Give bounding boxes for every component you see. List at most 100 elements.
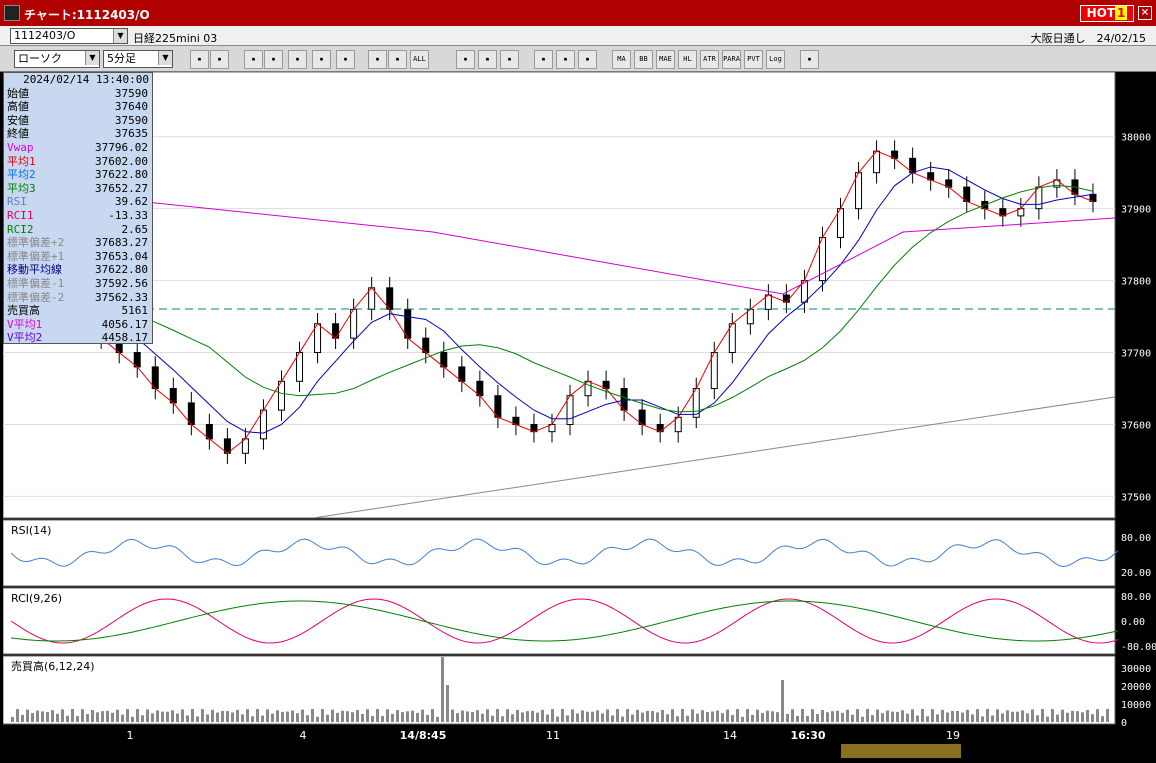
candle-body <box>837 208 845 238</box>
price-tick-label: 37700 <box>1121 349 1151 360</box>
volume-bar <box>861 716 864 722</box>
volume-bar <box>841 712 844 722</box>
volume-bar <box>446 685 449 722</box>
volume-bar <box>306 715 309 722</box>
volume-bar <box>771 711 774 722</box>
next-icon[interactable]: ▪ <box>388 50 407 69</box>
volume-bar <box>626 709 629 722</box>
volume-bar <box>316 716 319 722</box>
cursor-icon[interactable]: ▪ <box>244 50 263 69</box>
volume-bar <box>596 710 599 722</box>
volume-bar <box>381 715 384 722</box>
pen-icon[interactable]: ▪ <box>456 50 475 69</box>
volume-bar <box>906 713 909 722</box>
tool-all-button[interactable]: ALL <box>410 50 429 69</box>
volume-bar <box>936 714 939 722</box>
info-datetime: 2024/02/14 13:40:00 <box>23 73 149 86</box>
tool-ma-button[interactable]: MA <box>612 50 631 69</box>
prev-icon[interactable]: ▪ <box>368 50 387 69</box>
symbol-select[interactable]: 1112403/O ▼ <box>10 28 128 44</box>
x-tick-label: 14/8:45 <box>400 729 447 742</box>
interval-select[interactable]: 5分足 ▼ <box>103 50 173 68</box>
price-tick-label: 37900 <box>1121 205 1151 216</box>
info-label: 安値 <box>7 113 29 127</box>
close-button[interactable]: × <box>1138 6 1152 20</box>
volume-bar <box>946 712 949 722</box>
volume-bar <box>921 709 924 722</box>
volume-bar <box>1091 714 1094 722</box>
compare-icon[interactable]: ▪ <box>288 50 307 69</box>
volume-bar <box>1081 712 1084 722</box>
zoom-icon[interactable]: ▪ <box>190 50 209 69</box>
info-row: 平均1 37602.00 <box>4 155 152 169</box>
toolbar: ローソク ▼ 5分足 ▼ ▪ ▪ ▪ ▪ ▪ ▪ ▪ ▪ ▪ ALL ▪ ▪ ▪ ▪ ▪ ▪ MA BB MAE HL AT… <box>0 46 1156 72</box>
volume-bar <box>816 714 819 722</box>
candle-body <box>350 308 358 339</box>
instrument-name: 日経225mini 03 <box>133 32 218 45</box>
volume-bar <box>226 711 229 722</box>
volume-bar <box>51 710 54 722</box>
page-icon[interactable]: ▪ <box>336 50 355 69</box>
volume-bar <box>796 715 799 722</box>
volume-bar <box>761 712 764 722</box>
info-label: 平均3 <box>7 181 36 195</box>
chevron-down-icon[interactable]: ▼ <box>113 29 127 43</box>
info-row: 終値 37635 <box>4 127 152 141</box>
chevron-down-icon[interactable]: ▼ <box>85 51 99 65</box>
chart-area[interactable]: 38000 37900 37800 37700 37600 37500 1 4 14/8:45 1… <box>2 71 1156 760</box>
volume-bar <box>951 711 954 722</box>
volume-bar <box>821 710 824 722</box>
volume-bar <box>696 713 699 722</box>
tool-mae-button[interactable]: MAE <box>656 50 675 69</box>
volume-bar <box>46 712 49 722</box>
volume-bar <box>366 709 369 722</box>
volume-bar <box>266 709 269 722</box>
chart-panel <box>2 587 1116 655</box>
interval-value: 5分足 <box>107 52 136 65</box>
price-tick-label: 37600 <box>1121 420 1151 431</box>
volume-bar <box>326 714 329 722</box>
volume-bar <box>601 713 604 722</box>
magnify-icon[interactable]: ▪ <box>264 50 283 69</box>
tool-pvt-button[interactable]: PVT <box>744 50 763 69</box>
grid-icon[interactable]: ▪ <box>210 50 229 69</box>
rsi-line <box>10 538 1119 568</box>
volume-bar <box>581 710 584 722</box>
chart-panel <box>2 71 1116 519</box>
volume-bar <box>646 710 649 722</box>
hot-badge[interactable]: HOT 1 <box>1080 5 1134 22</box>
settings-icon[interactable]: ▪ <box>534 50 553 69</box>
volume-bar <box>396 710 399 722</box>
tool-atr-button[interactable]: ATR <box>700 50 719 69</box>
candle-body <box>314 323 322 354</box>
scale-icon[interactable]: ▪ <box>800 50 819 69</box>
volume-bar <box>691 709 694 722</box>
split-icon[interactable]: ▪ <box>312 50 331 69</box>
chart-type-select[interactable]: ローソク ▼ <box>14 50 100 68</box>
tool-hl-button[interactable]: HL <box>678 50 697 69</box>
info-row: 移動平均線 37622.80 <box>4 263 152 277</box>
volume-bar <box>1026 713 1029 722</box>
palette-icon[interactable]: ▪ <box>578 50 597 69</box>
pointer-icon[interactable]: ▪ <box>478 50 497 69</box>
info-row: 高値 37640 <box>4 100 152 114</box>
volume-bar <box>681 709 684 722</box>
tool-log-button[interactable]: Log <box>766 50 785 69</box>
volume-bar <box>511 714 514 722</box>
arrow-icon[interactable]: ▪ <box>500 50 519 69</box>
rci2-line <box>10 600 1119 642</box>
scrollbar-thumb <box>841 744 961 758</box>
candle-body <box>259 409 267 440</box>
volume-bar <box>176 713 179 722</box>
volume-bar <box>981 716 984 722</box>
tool-para-button[interactable]: PARA <box>722 50 741 69</box>
volume-bar <box>741 716 744 722</box>
tool-bb-button[interactable]: BB <box>634 50 653 69</box>
info-panel: 2024/02/14 13:40:00 始値 37590 高値 37640 安値 3759… <box>3 72 153 344</box>
volume-bar <box>296 713 299 722</box>
wrench-icon[interactable]: ▪ <box>556 50 575 69</box>
chevron-down-icon[interactable]: ▼ <box>158 51 172 65</box>
volume-bar <box>221 710 224 722</box>
volume-bar <box>866 709 869 722</box>
